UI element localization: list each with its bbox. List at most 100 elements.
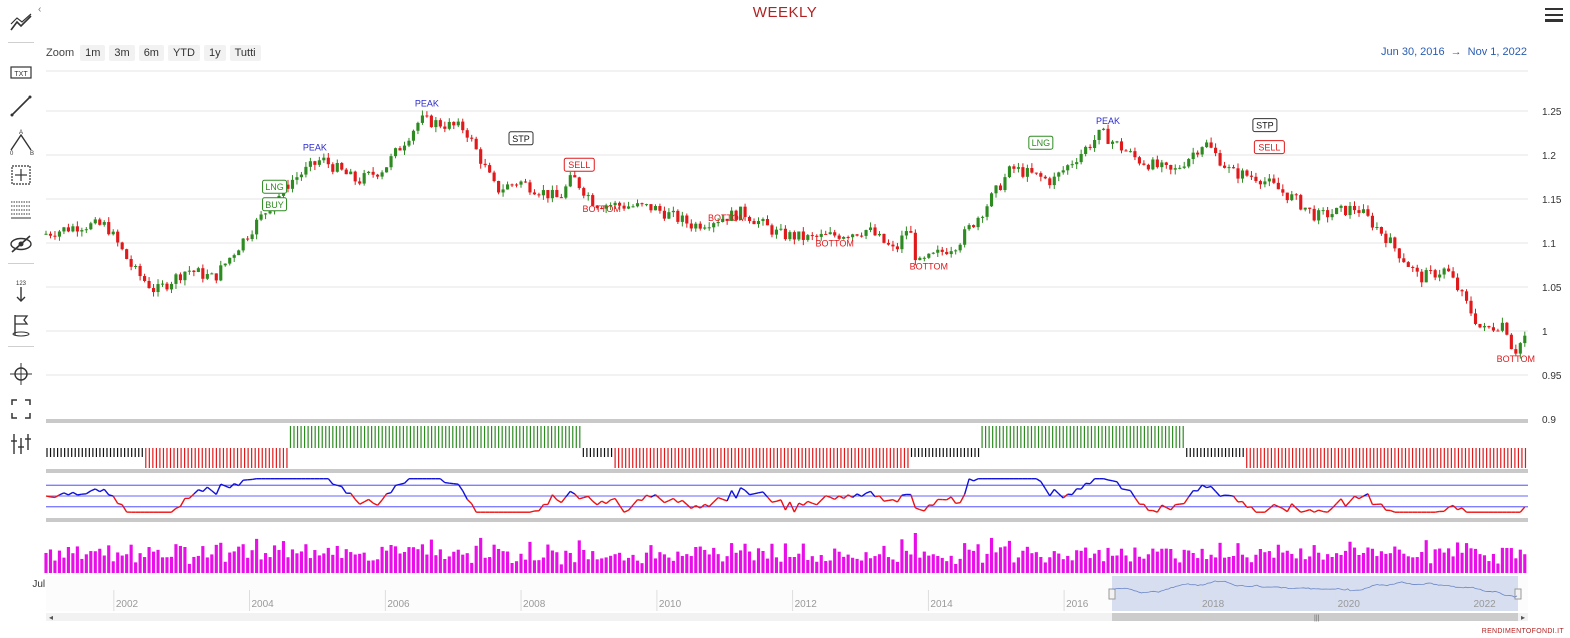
candle-body [792, 232, 796, 240]
candle-body [447, 121, 451, 129]
candle-body [694, 223, 698, 229]
candle [1016, 162, 1020, 173]
zoom-6m-button[interactable]: 6m [138, 45, 164, 61]
zoom-1y-button[interactable]: 1y [203, 45, 226, 61]
volume-bar [600, 558, 604, 573]
candle-body [1267, 178, 1271, 182]
date-range-to[interactable]: Nov 1, 2022 [1467, 46, 1527, 58]
oscillator-line-segment [117, 502, 123, 506]
volume-bar [407, 547, 411, 573]
oscillator-line-segment [99, 488, 105, 493]
candle [1397, 248, 1401, 263]
fibonacci-icon[interactable] [6, 194, 36, 224]
volume-bar [344, 549, 348, 573]
candle [1478, 323, 1482, 329]
volume-bar [815, 561, 819, 573]
oscillator-line-segment [784, 501, 791, 511]
oscillator-line-segment [1390, 509, 1396, 513]
zoom-xy-icon[interactable] [6, 359, 36, 389]
flag-icon[interactable] [6, 310, 36, 340]
volume-bar [770, 543, 774, 573]
candle [1330, 209, 1334, 221]
candle [1088, 144, 1092, 151]
candle [828, 226, 832, 235]
candle-body [1505, 322, 1509, 335]
candle [564, 184, 568, 200]
candle-body [1079, 153, 1083, 163]
volume-bar [272, 545, 277, 573]
volume-bar [909, 554, 913, 573]
oscillator-line-segment [188, 493, 195, 499]
hamburger-menu-icon[interactable] [1545, 8, 1563, 24]
scroll-right-arrow-icon[interactable]: ▸ [1521, 613, 1525, 622]
candle [1218, 149, 1222, 167]
volume-bar [1133, 547, 1137, 573]
indicators-icon[interactable] [6, 429, 36, 459]
zoom-ytd-button[interactable]: YTD [167, 45, 200, 61]
volume-bar [1057, 553, 1061, 573]
volume-bar [1406, 556, 1410, 573]
oscillator-line-segment [834, 495, 840, 500]
text-annotation-icon[interactable]: TXT [6, 57, 36, 87]
scrollbar-thumb[interactable] [1112, 613, 1518, 621]
volume-bar [470, 562, 474, 573]
collapse-toolbar-icon[interactable]: ‹ [38, 4, 42, 15]
candle [882, 233, 886, 244]
candle [1178, 165, 1182, 170]
zoom-selector: Zoom 1m 3m 6m YTD 1y Tutti [46, 45, 265, 61]
date-range-from[interactable]: Jun 30, 2016 [1381, 46, 1445, 58]
candle [954, 249, 958, 255]
volume-bar [317, 555, 321, 573]
oscillator-line-segment [327, 478, 334, 485]
candle [1249, 171, 1254, 181]
navigator-right-handle[interactable] [1514, 588, 1522, 600]
scroll-left-arrow-icon[interactable]: ◂ [49, 613, 53, 622]
candle-body [981, 216, 985, 218]
volume-bar [107, 545, 111, 573]
zoom-all-button[interactable]: Tutti [229, 45, 261, 61]
candle [662, 206, 666, 221]
oscillator-line-segment [1062, 493, 1069, 499]
hide-series-icon[interactable] [6, 229, 36, 259]
measure-ab-icon[interactable]: A 0 B [6, 126, 36, 156]
candle-body [770, 225, 774, 235]
candle [183, 271, 187, 286]
svg-text:0: 0 [10, 151, 14, 156]
oscillator-line-segment [363, 498, 369, 503]
oscillator-line-segment [771, 500, 777, 503]
volume-bar [927, 555, 931, 573]
candle [1456, 273, 1460, 292]
navigator-left-handle[interactable] [1108, 588, 1116, 600]
candle [819, 229, 823, 241]
oscillator-line-segment [439, 478, 446, 484]
trend-lines-icon[interactable] [6, 8, 36, 38]
candle-body [290, 179, 295, 189]
candle [900, 230, 904, 253]
zoom-3m-button[interactable]: 3m [109, 45, 135, 61]
candle-body [998, 185, 1003, 191]
oscillator-line-segment [547, 494, 554, 505]
oscillator-line-segment [793, 502, 800, 513]
volume-bar [1119, 548, 1124, 573]
candle-body [488, 165, 492, 173]
scrollbar-track [46, 613, 1528, 621]
zoom-1m-button[interactable]: 1m [80, 45, 106, 61]
candle [1424, 267, 1428, 283]
oscillator-line-segment [888, 499, 894, 502]
oscillator-line-segment [224, 485, 230, 489]
line-draw-icon[interactable] [6, 91, 36, 121]
label-123-icon[interactable]: 123 [6, 276, 36, 306]
full-screen-icon[interactable] [6, 394, 36, 424]
candle [1146, 163, 1150, 171]
candle-body [165, 283, 169, 290]
volume-bar [886, 557, 891, 573]
candle [1496, 328, 1500, 332]
candle [246, 236, 250, 242]
volume-bar [1438, 548, 1442, 573]
volume-bar [1393, 546, 1397, 573]
candle-body [1326, 210, 1330, 218]
volume-bar [739, 550, 743, 573]
volume-bar [380, 546, 384, 573]
crosshair-icon[interactable] [6, 160, 36, 190]
